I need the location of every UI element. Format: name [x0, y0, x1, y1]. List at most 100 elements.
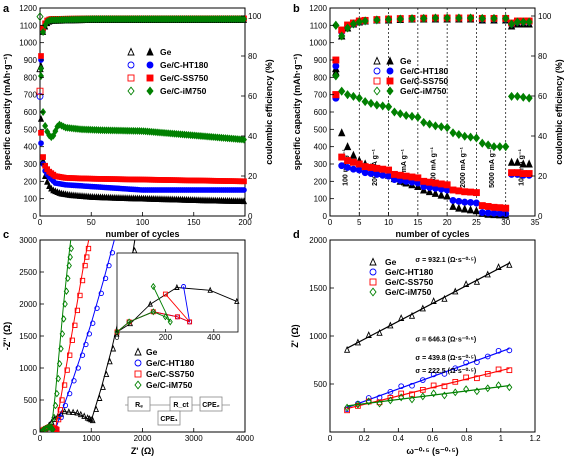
panel-b-legend-open-marker [373, 67, 381, 75]
panel-b-capacity-point [373, 170, 381, 178]
panel-c-data-point [54, 389, 60, 398]
panel-d-legend-label: Ge/C-iM750 [385, 287, 432, 297]
panel-a-legend-open-marker [127, 86, 135, 96]
panel-d-data-point [441, 391, 448, 400]
panel-a-ytick-label: 400 [24, 143, 38, 152]
panel-d-ytick-label: 1500 [309, 284, 327, 293]
panel-a-capacity-point [52, 127, 59, 136]
panel-b-efficiency-point [343, 23, 352, 33]
panel-b-ytick-label: 200 [314, 177, 328, 186]
panel-b-capacity-point [525, 170, 533, 177]
panel-b-ytick-label: 900 [314, 56, 328, 65]
panel-b-capacity-point [496, 209, 504, 217]
panel-b-ytick-label: 800 [314, 73, 328, 82]
panel-d-data-point [398, 383, 405, 390]
panel-d-sigma-label: σ = 932.1 (Ω·s⁻⁰·⁵) [415, 256, 476, 264]
panel-b-capacity-point [443, 181, 451, 189]
panel-b-ytick-label: 600 [314, 108, 328, 117]
panel-d-data-point [495, 381, 502, 390]
panel-d-sigma-label: σ = 439.8 (Ω·s⁻⁰·⁵) [415, 354, 476, 362]
panel-b-capacity-point [472, 199, 480, 207]
panel-b-capacity-point [508, 169, 516, 177]
panel-b-capacity-point [461, 188, 469, 196]
panel-c-data-point [94, 305, 100, 311]
panel-b-efficiency-point [338, 31, 346, 41]
panel-b-capacity-point [496, 204, 504, 212]
panel-a-capacity-point [37, 114, 45, 122]
panel-c-data-point [103, 370, 110, 378]
panel-b-capacity-point [379, 165, 387, 173]
panel-c-data-point [70, 408, 76, 416]
panel-b-rate-label: 1000 mA g⁻¹ [431, 146, 438, 187]
panel-d-legend-marker [369, 278, 377, 286]
panel-b-capacity-point [513, 169, 521, 177]
panel-b-capacity-point [455, 187, 463, 195]
panel-b-capacity-point [343, 90, 352, 100]
panel-c-data-point [77, 410, 84, 418]
panel-a-legend-filled-marker [146, 47, 154, 56]
panel-b-capacity-point [338, 162, 346, 170]
panel-b-efficiency-point [355, 17, 363, 27]
panel-b-efficiency-point [507, 19, 516, 29]
panel-b-capacity-point [455, 197, 463, 205]
panel-c-inset-point [207, 286, 213, 293]
panel-c-fit-line [40, 240, 115, 432]
panel-b-capacity-point [373, 100, 381, 110]
panel-d-data-point [452, 287, 459, 295]
panel-c-xtick-label: 3000 [185, 434, 203, 443]
panel-b-y2tick-label: 80 [538, 52, 547, 61]
panel-b-capacity-point [379, 101, 387, 111]
panel-a-ytick-label: 1000 [19, 39, 37, 48]
panel-b-capacity-point [449, 196, 457, 204]
panel-b-capacity-point [507, 91, 516, 101]
panel-c-inset-point [114, 328, 120, 336]
panel-c-inset-point [150, 282, 156, 291]
panel-c-inset-point [162, 291, 168, 297]
panel-c-label: c [3, 229, 9, 241]
panel-b-efficiency-point [384, 14, 393, 24]
panel-b-xtick-label: 5 [357, 218, 362, 227]
panel-d-sigma-label: σ = 222.5 (Ω·s⁻⁰·⁵) [415, 367, 476, 375]
panel-c-data-point [74, 409, 81, 416]
panel-c-circuit-label: R_ct [173, 402, 189, 409]
panel-b-capacity-point [519, 170, 527, 177]
panel-d-data-point [441, 383, 448, 390]
panel-d-data-point [441, 294, 448, 302]
panel-b-efficiency-point [443, 13, 451, 23]
panel-d-data-point [463, 374, 469, 381]
panel-b-capacity-point [513, 91, 522, 101]
panel-d-legend-marker [369, 268, 377, 276]
panel-d-data-point [506, 367, 513, 374]
panel-b-capacity-point [490, 203, 498, 211]
panel-c-legend-marker [134, 380, 142, 390]
panel-b-capacity-point [466, 205, 475, 214]
panel-b-capacity-point [425, 187, 434, 196]
panel-d-xtick-label: 0.6 [427, 434, 439, 443]
panel-b-capacity-point [431, 121, 440, 131]
panel-c-data-point [60, 315, 67, 323]
panel-a-first-cycle-point [36, 87, 44, 95]
panel-d-data-point [408, 311, 416, 319]
panel-d-data-point [484, 353, 491, 360]
panel-d-data-point [484, 370, 491, 377]
panel-d-ylabel: Z' (Ω) [290, 324, 300, 347]
panel-c-legend-label: Ge/C-SS750 [146, 369, 194, 379]
panel-c-data-point [106, 262, 112, 269]
panel-a-ytick-label: 100 [24, 195, 38, 204]
panel-c-circuit-label: CPE₁ [160, 416, 177, 423]
panel-c-xtick-label: 0 [38, 434, 43, 443]
panel-c-legend-marker [134, 347, 142, 356]
panel-d-data-point [495, 263, 502, 270]
panel-c-inset-point [167, 318, 173, 326]
panel-c-inset-tick-label: 400 [207, 333, 221, 342]
panel-b-efficiency-point [466, 13, 475, 23]
panel-a-capacity-point [240, 197, 248, 205]
panel-b-capacity-point [344, 157, 352, 164]
panel-c-ytick-label: 1500 [19, 332, 37, 341]
panel-a-xtick-label: 100 [136, 218, 150, 227]
panel-a-efficiency-point [40, 28, 47, 36]
panel-c-data-point [55, 374, 61, 383]
panel-c-ytick-label: 2500 [19, 268, 37, 277]
panel-b-capacity-point [349, 91, 358, 101]
panel-d-data-point [473, 277, 481, 285]
